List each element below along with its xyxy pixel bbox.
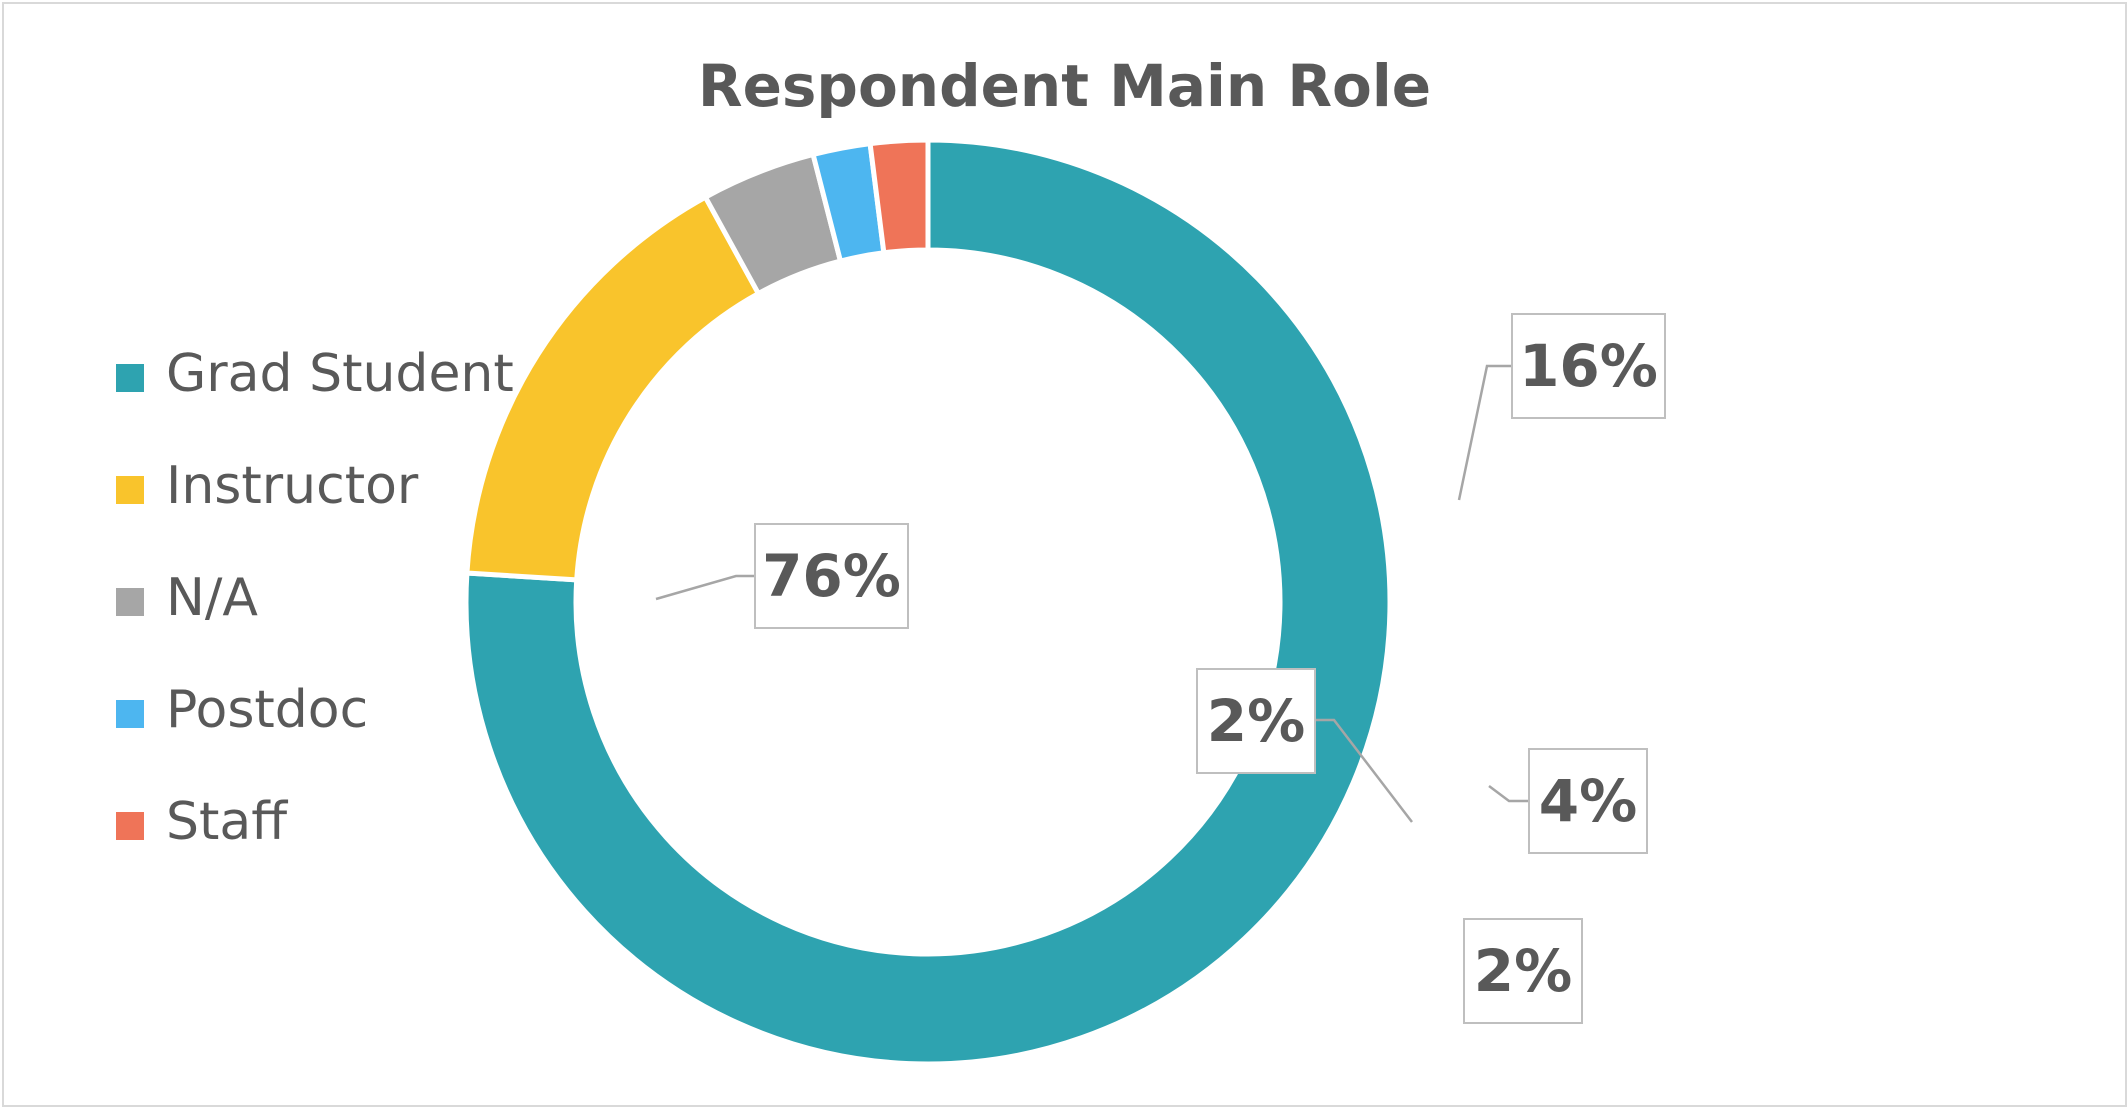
legend-label-staff: Staff [166, 792, 288, 852]
legend-label-grad-student: Grad Student [166, 344, 514, 404]
legend-swatch-instructor [116, 476, 144, 504]
legend-label-na: N/A [166, 568, 258, 628]
donut-chart: 76% 16% 4% 2% 2% [463, 137, 1666, 1067]
data-label-staff: 2% [1474, 937, 1572, 1005]
legend-label-instructor: Instructor [166, 456, 419, 516]
data-label-box-na [1528, 748, 1648, 854]
data-label-box-grad-student [754, 523, 909, 629]
legend-label-postdoc: Postdoc [166, 680, 369, 740]
donut-slice-grad-student [463, 137, 1393, 1067]
data-label-instructor: 16% [1519, 332, 1658, 400]
leader-line-instructor [1457, 364, 1512, 501]
data-label-box-postdoc [1196, 668, 1316, 774]
data-label-na: 4% [1539, 767, 1637, 835]
data-label-postdoc: 2% [1207, 687, 1305, 755]
legend-swatch-postdoc [116, 700, 144, 728]
data-label-box-instructor [1511, 313, 1666, 419]
legend-swatch-na [116, 588, 144, 616]
chart-title: Respondent Main Role [697, 52, 1432, 120]
data-label-box-staff [1463, 918, 1583, 1024]
data-label-grad-student: 76% [762, 542, 901, 610]
legend-swatch-staff [116, 812, 144, 840]
leader-line-na [1488, 785, 1529, 803]
legend-swatch-grad-student [116, 364, 144, 392]
donut-slice-staff [867, 137, 931, 256]
donut-slice-instructor [464, 193, 762, 583]
leader-line-postdoc [1315, 718, 1413, 823]
leader-line-grad-student [655, 574, 755, 601]
